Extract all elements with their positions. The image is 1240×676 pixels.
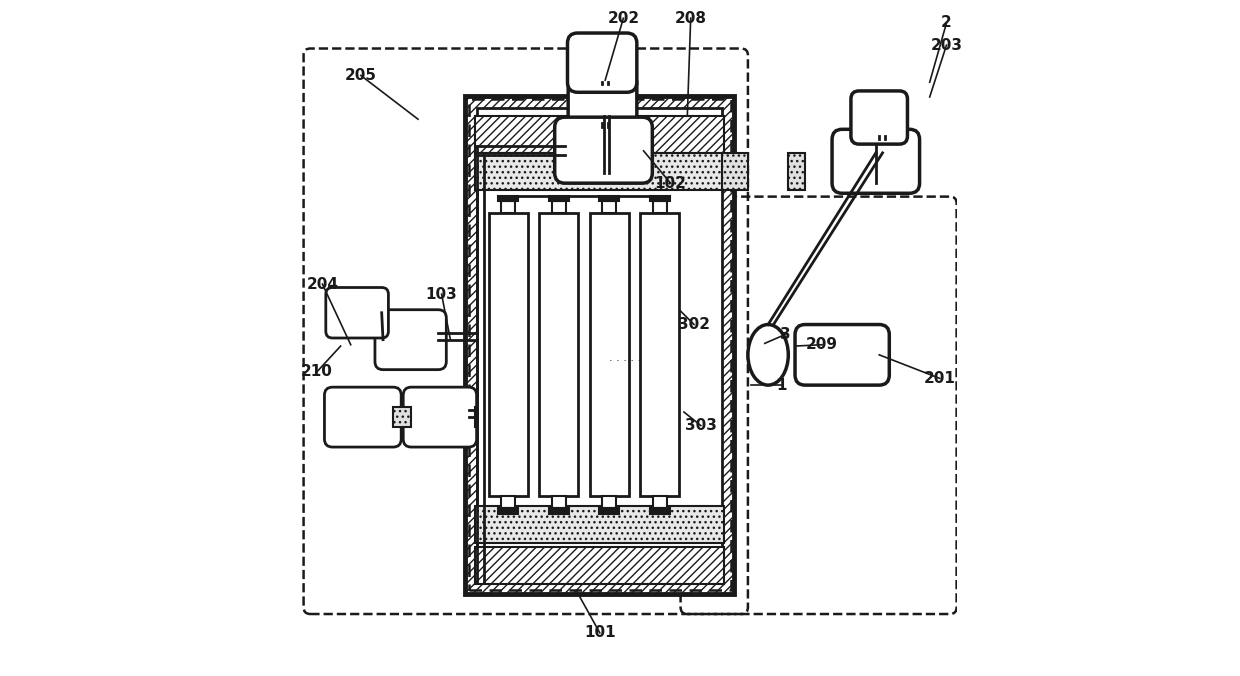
Text: 210: 210 (301, 364, 334, 379)
Text: . . . . .: . . . . . (609, 353, 641, 363)
Bar (477, 107, 723, 582)
Bar (489, 214, 528, 496)
Bar (603, 496, 616, 508)
Bar (650, 508, 670, 514)
Bar (475, 547, 724, 584)
Bar (475, 506, 724, 544)
FancyBboxPatch shape (403, 387, 476, 447)
Bar (498, 508, 518, 514)
FancyBboxPatch shape (325, 387, 402, 447)
Bar (599, 508, 620, 514)
FancyBboxPatch shape (554, 117, 652, 183)
Bar (590, 214, 629, 496)
Bar (650, 196, 670, 201)
Text: 1: 1 (776, 378, 787, 393)
Text: 203: 203 (930, 38, 962, 53)
Bar (465, 95, 734, 594)
Bar (501, 201, 515, 214)
FancyBboxPatch shape (795, 324, 889, 385)
Text: 101: 101 (584, 625, 615, 640)
Text: 3: 3 (780, 327, 790, 342)
Text: 208: 208 (675, 11, 707, 26)
Text: 201: 201 (924, 371, 956, 386)
Bar (498, 196, 518, 201)
Bar (548, 196, 569, 201)
Text: 302: 302 (678, 317, 711, 332)
Bar (603, 201, 616, 214)
Text: 209: 209 (806, 337, 838, 352)
FancyBboxPatch shape (832, 129, 920, 193)
Text: 103: 103 (425, 287, 458, 301)
FancyBboxPatch shape (568, 33, 637, 92)
Bar (475, 116, 724, 153)
Bar (640, 214, 680, 496)
Ellipse shape (748, 324, 789, 385)
Bar (501, 496, 515, 508)
FancyBboxPatch shape (326, 287, 388, 338)
Bar (653, 496, 667, 508)
Bar (548, 508, 569, 514)
Bar (393, 407, 412, 427)
Bar (789, 153, 805, 190)
Bar (475, 153, 724, 190)
Bar (552, 496, 565, 508)
Text: 202: 202 (608, 11, 640, 26)
Bar (475, 407, 477, 427)
Bar (552, 201, 565, 214)
Bar (539, 214, 578, 496)
Text: 102: 102 (655, 176, 687, 191)
Text: 2: 2 (941, 16, 952, 30)
Text: 303: 303 (684, 418, 717, 433)
Bar (723, 153, 748, 190)
Bar (599, 196, 620, 201)
Text: 205: 205 (345, 68, 377, 83)
Bar (653, 201, 667, 214)
Bar (465, 95, 734, 594)
Text: 204: 204 (306, 276, 339, 291)
Bar (469, 99, 732, 590)
FancyBboxPatch shape (568, 74, 637, 132)
FancyBboxPatch shape (851, 91, 908, 144)
FancyBboxPatch shape (374, 310, 446, 370)
